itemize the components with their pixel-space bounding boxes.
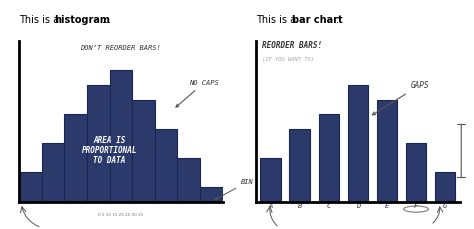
- Bar: [109, 70, 132, 202]
- Text: DON’T REORDER BARS!: DON’T REORDER BARS!: [81, 45, 161, 52]
- Text: This is a: This is a: [256, 15, 299, 25]
- Bar: [347, 85, 368, 202]
- Bar: [406, 143, 426, 202]
- Text: 0 5 10 15 20 25 30 35: 0 5 10 15 20 25 30 35: [98, 213, 144, 217]
- Bar: [64, 114, 87, 202]
- Bar: [42, 143, 64, 202]
- Text: NO CAPS: NO CAPS: [176, 80, 219, 107]
- Bar: [377, 100, 397, 202]
- Text: This is a: This is a: [19, 15, 62, 25]
- Bar: [260, 158, 281, 202]
- Bar: [200, 187, 223, 202]
- Text: (IF YOU WANT TO): (IF YOU WANT TO): [262, 57, 314, 62]
- Text: BIN: BIN: [215, 179, 254, 200]
- Bar: [155, 129, 177, 202]
- Text: ...: ...: [102, 15, 111, 25]
- Bar: [435, 172, 456, 202]
- Bar: [290, 129, 310, 202]
- Text: bar chart: bar chart: [292, 15, 342, 25]
- Bar: [132, 100, 155, 202]
- Bar: [87, 85, 109, 202]
- Text: AREA IS
PROPORTIONAL
TO DATA: AREA IS PROPORTIONAL TO DATA: [82, 136, 137, 165]
- Bar: [177, 158, 200, 202]
- Text: REORDER BARS!: REORDER BARS!: [262, 41, 322, 50]
- Bar: [19, 172, 42, 202]
- Text: ...: ...: [333, 15, 342, 25]
- Text: histogram: histogram: [55, 15, 110, 25]
- Text: GAPS: GAPS: [373, 81, 429, 115]
- Bar: [319, 114, 339, 202]
